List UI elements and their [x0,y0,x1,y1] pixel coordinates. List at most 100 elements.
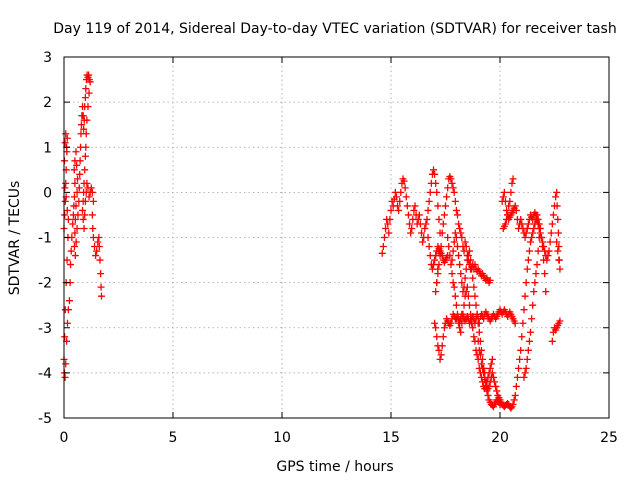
data-point [95,243,103,251]
data-point [465,301,473,309]
data-point [528,315,536,323]
data-point [513,373,521,381]
data-point [87,184,95,192]
data-point [444,252,452,260]
data-point [72,148,80,156]
data-point [554,247,562,255]
x-tick-label: 10 [273,430,291,446]
x-axis-label: GPS time / hours [276,459,393,475]
data-point [554,215,562,223]
data-point [76,170,84,178]
y-tick-label: -4 [38,366,52,382]
data-point [511,202,519,210]
data-point [430,166,438,174]
data-point [382,224,390,232]
data-point [396,197,404,205]
data-point [457,270,465,278]
data-point [438,342,446,350]
data-point [89,197,97,205]
data-point [554,229,562,237]
data-point [435,215,443,223]
data-point [387,206,395,214]
data-point [532,270,540,278]
data-point [455,220,463,228]
data-point [74,211,82,219]
data-point [61,197,69,205]
data-point [503,215,511,223]
y-axis-label: SDTVAR / TECUs [7,181,23,296]
data-point [79,206,87,214]
data-point [384,220,392,228]
data-point [452,301,460,309]
data-point [474,319,482,327]
data-point [63,134,71,142]
data-point [531,279,539,287]
data-point [532,211,540,219]
data-point [77,121,85,129]
data-point [488,355,496,363]
data-point [499,193,507,201]
data-point [527,238,535,246]
data-point [404,211,412,219]
data-point [479,355,487,363]
data-point [547,229,555,237]
data-point [84,103,92,111]
data-point [509,175,517,183]
data-point [459,288,467,296]
data-point [95,234,103,241]
data-point [553,238,561,246]
data-point [542,288,550,296]
data-point [529,301,537,309]
data-point [448,179,456,187]
y-tick-label: 0 [43,185,52,201]
data-point [462,243,470,251]
data-point [65,297,73,305]
data-point [439,220,447,228]
data-point [419,238,427,246]
data-point [438,229,446,237]
data-point [453,211,461,219]
chart-title: Day 119 of 2014, Sidereal Day-to-day VTE… [53,21,616,37]
data-point [430,261,438,269]
data-point [423,215,431,223]
data-point [470,333,478,341]
data-point [521,292,529,300]
data-point [69,220,77,228]
data-point [535,234,543,241]
data-point [470,283,478,291]
data-point [79,112,87,120]
data-point [440,324,448,332]
data-point [468,319,476,327]
data-point [522,229,530,237]
data-point [555,243,563,251]
data-point [492,382,500,390]
data-point [456,224,464,232]
data-point [443,193,451,201]
data-point [518,220,526,228]
data-point [476,337,484,345]
data-point [63,206,71,214]
data-point [79,215,87,223]
data-point [556,317,564,325]
data-point [472,301,480,309]
data-point [422,220,430,228]
data-point [521,234,529,241]
data-point [460,283,468,291]
data-point [518,333,526,341]
data-point [469,324,477,332]
data-point [488,369,496,377]
data-point [482,378,490,386]
data-point [61,373,69,381]
data-point [440,211,448,219]
data-point [534,247,542,255]
data-point [522,279,530,287]
data-point [556,265,564,273]
data-point [81,152,89,160]
x-tick-label: 5 [169,430,178,446]
data-point [379,243,387,251]
data-point [424,206,432,214]
data-point [487,360,495,368]
data-point [451,229,459,237]
data-point [61,184,69,192]
data-point [524,220,532,228]
